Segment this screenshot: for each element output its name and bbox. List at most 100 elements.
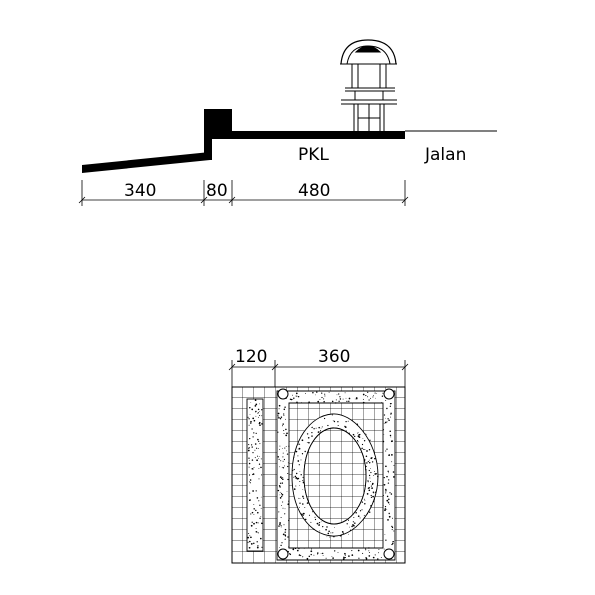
speckle <box>383 477 385 479</box>
speckle <box>384 534 386 535</box>
speckle <box>315 427 317 429</box>
label-jalan: Jalan <box>424 145 466 165</box>
speckle <box>251 428 253 430</box>
speckle <box>368 489 371 492</box>
speckle <box>257 522 259 524</box>
speckle <box>357 432 359 434</box>
speckle <box>257 458 259 460</box>
speckle <box>251 408 254 411</box>
speckle <box>261 522 263 525</box>
speckle <box>339 398 342 400</box>
speckle <box>386 509 388 510</box>
speckle <box>362 448 364 450</box>
speckle <box>377 475 379 478</box>
speckle <box>362 401 365 404</box>
speckle <box>277 412 280 415</box>
speckle <box>362 393 365 396</box>
speckle <box>248 444 250 446</box>
speckle <box>248 459 250 461</box>
dim-360: 360 <box>318 347 350 367</box>
speckle <box>294 475 297 478</box>
speckle <box>326 536 328 538</box>
speckle <box>311 426 313 429</box>
speckle <box>337 552 339 554</box>
dim-120: 120 <box>235 347 267 367</box>
speckle <box>279 476 282 478</box>
speckle <box>344 392 346 394</box>
speckle <box>257 511 259 514</box>
speckle <box>286 450 287 452</box>
speckle <box>369 459 370 461</box>
speckle <box>322 552 324 555</box>
speckle <box>366 493 369 495</box>
speckle <box>367 480 369 482</box>
speckle <box>386 407 388 410</box>
speckle <box>322 525 324 528</box>
speckle <box>284 508 286 510</box>
speckle <box>300 555 302 557</box>
speckle <box>304 507 306 508</box>
speckle <box>281 495 283 498</box>
speckle <box>359 433 361 435</box>
speckle <box>352 521 355 523</box>
speckle <box>349 526 350 528</box>
speckle <box>259 504 261 506</box>
speckle <box>297 455 299 457</box>
speckle <box>287 462 289 464</box>
speckle <box>296 395 298 397</box>
speckle <box>368 552 370 553</box>
speckle <box>304 450 306 453</box>
speckle <box>261 423 263 425</box>
speckle <box>370 484 372 486</box>
speckle <box>365 433 366 435</box>
speckle <box>260 507 262 509</box>
speckle <box>300 402 303 404</box>
speckle <box>295 450 298 453</box>
speckle <box>302 480 304 482</box>
speckle <box>250 536 252 539</box>
speckle <box>351 547 353 549</box>
speckle <box>278 416 280 419</box>
speckle <box>252 451 254 454</box>
speckle <box>365 557 367 559</box>
speckle <box>389 492 391 494</box>
speckle <box>369 439 371 441</box>
speckle <box>332 402 334 404</box>
speckle <box>248 546 251 549</box>
speckle <box>279 497 282 499</box>
speckle <box>259 424 261 426</box>
speckle <box>320 553 322 554</box>
speckle <box>285 434 288 437</box>
speckle <box>385 539 387 541</box>
speckle <box>388 419 390 422</box>
speckle <box>260 537 262 540</box>
speckle <box>352 524 354 526</box>
speckle <box>372 395 374 397</box>
speckle <box>248 532 250 535</box>
speckle <box>277 431 279 433</box>
speckle <box>256 459 258 462</box>
speckle <box>308 441 310 444</box>
speckle <box>300 459 302 461</box>
speckle <box>260 466 262 469</box>
speckle <box>362 552 364 554</box>
speckle <box>261 474 263 476</box>
speckle <box>357 432 359 433</box>
speckle <box>334 550 336 552</box>
speckle <box>337 421 339 423</box>
speckle <box>382 505 384 507</box>
speckle <box>253 419 256 422</box>
speckle <box>368 487 371 489</box>
speckle <box>339 534 342 537</box>
speckle <box>282 460 284 462</box>
speckle <box>280 477 283 480</box>
speckle <box>293 476 295 478</box>
speckle <box>281 466 283 468</box>
speckle <box>283 429 285 431</box>
speckle <box>353 517 355 518</box>
speckle <box>368 555 371 557</box>
speckle <box>385 400 387 401</box>
speckle <box>303 547 305 549</box>
speckle <box>278 458 280 460</box>
speckle <box>296 401 298 403</box>
